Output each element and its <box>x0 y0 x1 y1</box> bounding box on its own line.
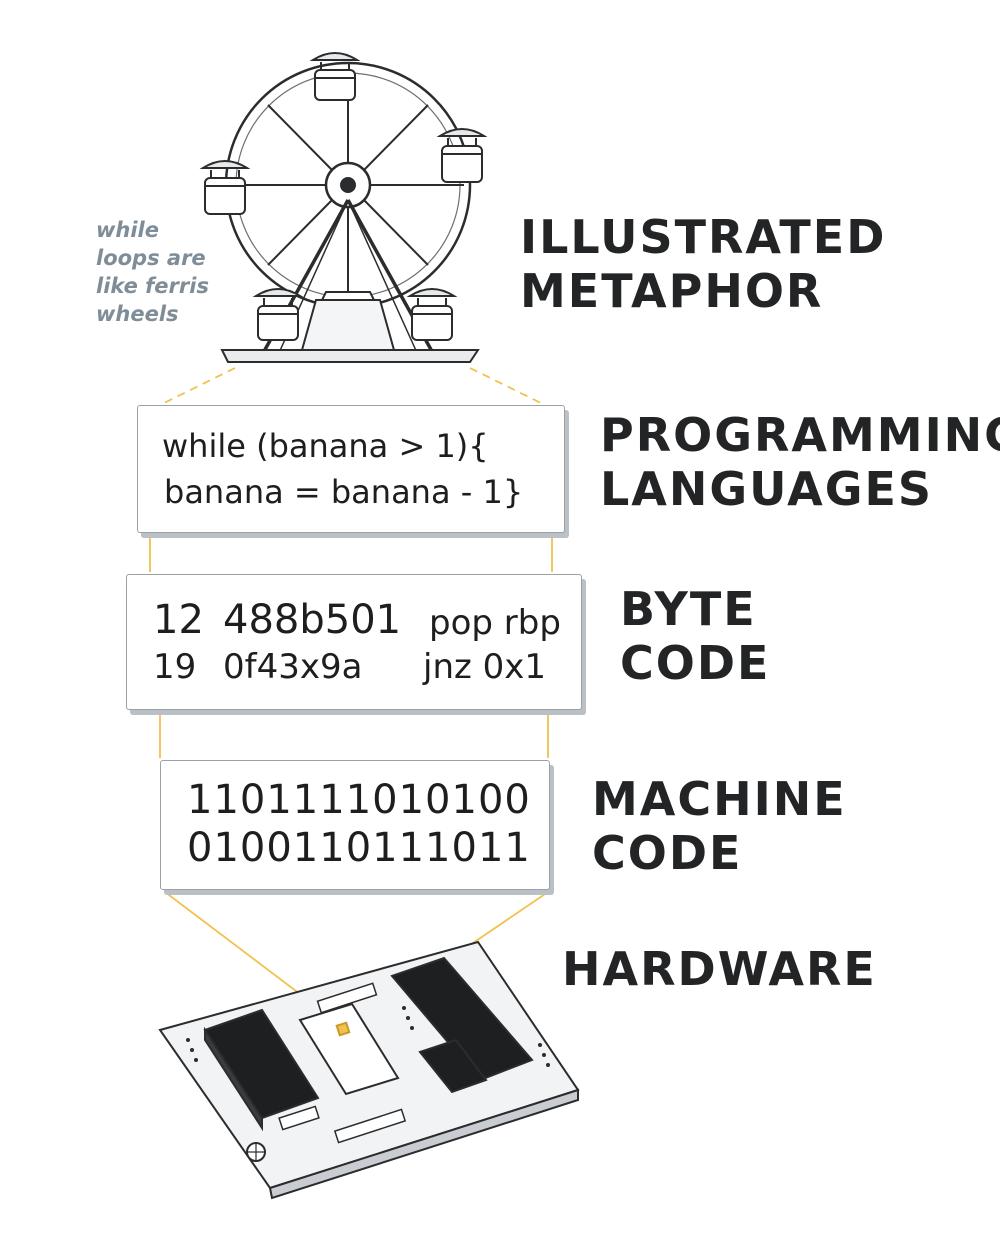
title-line: LANGUAGES <box>600 462 934 516</box>
bytecode-hex: 488b501 <box>223 597 402 643</box>
byte-code-title: BYTE CODE <box>620 582 770 690</box>
machine-code-box: 1101111010100 0100110111011 <box>160 760 550 890</box>
bytecode-instruction: jnz 0x1 <box>423 647 547 687</box>
bytecode-offset: 12 <box>153 597 204 643</box>
note-line: loops are <box>96 246 206 270</box>
ferris-wheel-note: while loops are like ferris wheels <box>96 216 209 328</box>
title-line: ILLUSTRATED <box>520 210 887 264</box>
note-line: while <box>96 218 159 242</box>
title-line: METAPHOR <box>520 264 824 318</box>
programming-languages-title: PROGRAMMING LANGUAGES <box>600 408 1000 516</box>
title-line: CODE <box>620 636 771 690</box>
code-line: banana = banana - 1} <box>164 473 524 511</box>
illustrated-metaphor-title: ILLUSTRATED METAPHOR <box>520 210 886 318</box>
note-line: like ferris <box>96 274 209 298</box>
bytecode-box: 12 19 488b501 0f43x9a pop rbp jnz 0x1 <box>126 574 582 710</box>
title-line: PROGRAMMING <box>600 408 1000 462</box>
binary-line: 1101111010100 <box>187 777 531 823</box>
machine-code-title: MACHINE CODE <box>592 772 847 880</box>
circuit-board-icon <box>158 940 580 1200</box>
gondola-icon <box>199 52 488 341</box>
note-line: wheels <box>96 302 179 326</box>
programming-code-box: while (banana > 1){ banana = banana - 1} <box>137 405 565 533</box>
title-line: CODE <box>592 826 743 880</box>
bytecode-instruction: pop rbp <box>429 603 561 643</box>
title-line: BYTE <box>620 582 757 636</box>
bytecode-hex: 0f43x9a <box>223 647 363 687</box>
binary-line: 0100110111011 <box>187 825 531 871</box>
title-line: HARDWARE <box>562 942 877 996</box>
hardware-title: HARDWARE <box>562 942 877 996</box>
title-line: MACHINE <box>592 772 847 826</box>
code-line: while (banana > 1){ <box>162 427 489 465</box>
bytecode-offset: 19 <box>153 647 197 687</box>
